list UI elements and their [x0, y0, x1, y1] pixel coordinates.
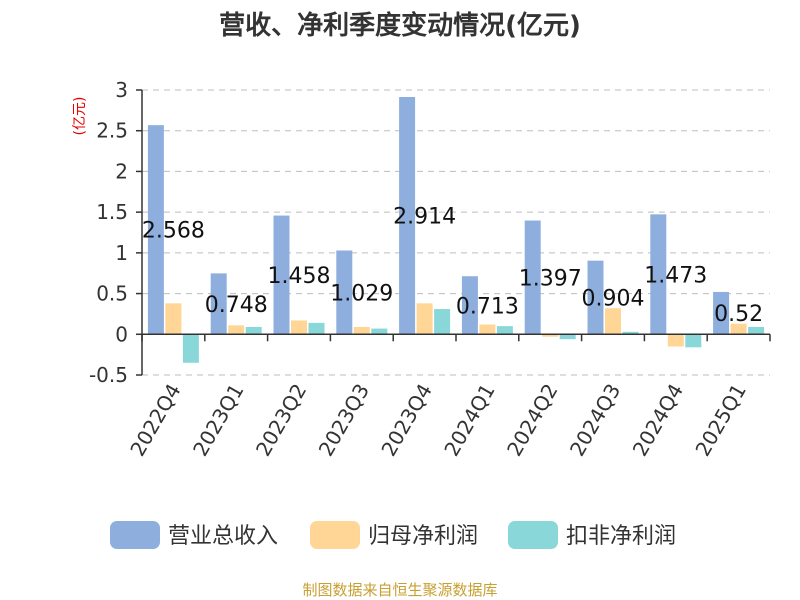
bar-3-2023Q2	[308, 322, 325, 335]
x-tick-label: 2024Q1	[439, 380, 499, 461]
bar-2-2023Q3	[353, 326, 370, 335]
y-tick-label: -0.5	[89, 363, 128, 387]
legend-label: 营业总收入	[168, 524, 278, 549]
bar-3-2024Q3	[622, 331, 639, 335]
legend-swatch	[508, 521, 558, 549]
legend-item-2[interactable]: 归母净利润	[310, 521, 478, 549]
legend-label: 扣非净利润	[566, 524, 676, 549]
grid-lines	[142, 89, 770, 376]
legend-item-1[interactable]: 营业总收入	[110, 521, 278, 549]
data-label: 0.748	[205, 293, 268, 318]
x-tick-label: 2025Q1	[690, 380, 750, 461]
bar-3-2024Q1	[496, 326, 513, 335]
x-tick-label: 2023Q1	[188, 380, 248, 461]
x-tick-label: 2023Q2	[251, 380, 311, 461]
x-tick-label: 2023Q3	[314, 380, 374, 461]
y-axis-ticks: -0.5 0 0.5 1 1.5 2 2.5 3	[89, 78, 128, 387]
x-tick-label: 2024Q4	[628, 380, 688, 461]
axes	[136, 89, 771, 376]
y-tick-label: 1.5	[96, 200, 128, 224]
data-label: 2.568	[142, 219, 205, 244]
bar-2-2024Q1	[479, 324, 496, 335]
bar-3-2023Q3	[371, 328, 388, 335]
legend-item-3[interactable]: 扣非净利润	[508, 521, 676, 549]
legend-label: 归母净利润	[368, 524, 478, 549]
bar-2-2025Q1	[730, 323, 747, 335]
y-tick-label: 2	[115, 159, 128, 183]
bar-1-2024Q1	[461, 276, 478, 335]
y-axis-unit-label: (亿元)	[72, 97, 88, 136]
x-tick-label: 2024Q2	[502, 380, 562, 461]
bar-1-2023Q4	[399, 97, 416, 335]
bar-2-2024Q3	[605, 308, 621, 335]
x-axis-ticks: 2022Q4 2023Q1 2023Q2 2023Q3 2023Q4 2024Q1 2024…	[125, 380, 751, 461]
bar-3-2024Q2	[559, 334, 576, 340]
data-label: 1.473	[644, 263, 707, 288]
bar-1-2023Q1	[210, 273, 227, 335]
bar-1-2024Q2	[524, 220, 541, 335]
bar-3-2024Q4	[685, 334, 702, 348]
legend-swatch	[110, 521, 160, 549]
bar-3-2023Q4	[434, 309, 451, 335]
legend[interactable]: 营业总收入 归母净利润 扣非净利润	[110, 521, 676, 549]
bar-1-2023Q3	[336, 250, 353, 335]
chart-title: 营收、净利季度变动情况(亿元)	[219, 10, 581, 41]
source-note: 制图数据来自恒生聚源数据库	[302, 581, 497, 599]
data-label: 0.713	[456, 294, 519, 319]
data-label: 1.458	[268, 264, 331, 289]
y-tick-label: 3	[115, 78, 128, 102]
bar-3-2023Q1	[245, 326, 262, 335]
bar-2-2023Q4	[416, 303, 433, 335]
data-label: 0.904	[582, 286, 645, 311]
bar-2-2023Q1	[228, 325, 245, 335]
legend-swatch	[310, 521, 360, 549]
bar-1-2023Q2	[273, 215, 290, 335]
y-tick-label: 2.5	[96, 119, 128, 143]
bar-2-2024Q4	[667, 334, 684, 347]
bar-2-2023Q2	[291, 320, 307, 335]
data-label: 2.914	[393, 205, 456, 230]
x-tick-label: 2024Q3	[565, 380, 625, 461]
bar-3-2022Q4	[182, 334, 199, 363]
bar-1-2024Q3	[587, 260, 604, 335]
y-tick-label: 1	[115, 241, 128, 265]
bar-1-2022Q4	[147, 125, 164, 335]
x-tick-label: 2022Q4	[125, 380, 185, 461]
data-label: 1.029	[330, 281, 393, 306]
bar-1-2024Q4	[650, 214, 667, 335]
data-label: 1.397	[519, 266, 582, 291]
x-tick-label: 2023Q4	[376, 380, 436, 461]
data-label: 0.52	[714, 302, 763, 327]
bars	[147, 97, 765, 363]
bar-3-2025Q1	[748, 326, 765, 335]
bar-1-2025Q1	[713, 291, 730, 335]
y-tick-label: 0	[115, 322, 128, 346]
bar-2-2022Q4	[165, 303, 182, 335]
bar-2-2024Q2	[542, 334, 559, 337]
y-tick-label: 0.5	[96, 282, 128, 306]
